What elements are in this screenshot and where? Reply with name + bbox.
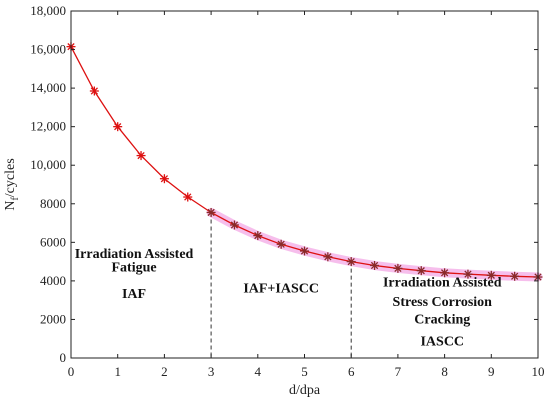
y-tick-label: 16,000 <box>30 42 66 57</box>
data-point <box>183 192 193 202</box>
x-tick-label: 1 <box>114 364 121 379</box>
data-point-stroke <box>487 271 495 279</box>
data-point <box>440 268 450 278</box>
region-label-3: Irradiation Assisted <box>383 276 502 291</box>
x-tick-label: 6 <box>348 364 355 379</box>
y-tick-label: 14,000 <box>30 80 66 95</box>
data-point-stroke <box>440 269 449 277</box>
y-tick-label: 10,000 <box>30 157 66 172</box>
x-tick-label: 8 <box>441 364 448 379</box>
data-point-stroke <box>347 257 355 266</box>
data-point-stroke <box>324 253 332 261</box>
data-point-stroke <box>370 261 379 270</box>
region-label-3: Cracking <box>414 312 470 327</box>
x-tick-label: 0 <box>68 364 75 379</box>
y-tick-label: 12,000 <box>30 119 66 134</box>
region-label-1: IAF <box>122 287 146 302</box>
region-dividers <box>210 212 352 358</box>
x-tick-label: 5 <box>301 364 308 379</box>
data-point-stroke <box>300 247 309 255</box>
data-point <box>276 239 286 249</box>
series-markers <box>66 42 543 282</box>
region-label-3: Stress Corrosion <box>393 295 493 310</box>
y-axis-label: Nf/cycles <box>3 158 21 210</box>
data-point-stroke <box>90 87 98 95</box>
x-tick-label: 3 <box>208 364 215 379</box>
region-label-3: IASCC <box>420 334 464 349</box>
data-point <box>346 257 356 267</box>
data-point-stroke <box>184 193 192 201</box>
data-point <box>253 231 263 241</box>
data-point-stroke <box>160 175 169 183</box>
data-point-stroke <box>277 240 285 248</box>
series-path <box>70 46 539 278</box>
data-point <box>370 260 380 270</box>
y-axis-label-subscript: f <box>10 197 21 201</box>
x-tick-label: 4 <box>255 364 262 379</box>
y-tick-label: 8000 <box>40 196 66 211</box>
data-point <box>229 220 239 230</box>
region-label-1: Fatigue <box>111 260 156 275</box>
data-point-stroke <box>207 208 215 217</box>
data-point-stroke <box>137 151 145 160</box>
data-point <box>510 271 520 281</box>
data-point <box>136 151 146 161</box>
y-tick-label: 0 <box>60 350 67 365</box>
axis-ticks: 0 1 2 3 4 5 6 7 8 9 10 0 2000 4000 6000 8000 10,000 12,00… <box>30 3 544 379</box>
data-point <box>323 252 333 262</box>
x-tick-label: 10 <box>532 364 545 379</box>
y-axis-label-main: N <box>3 201 18 211</box>
data-point-stroke <box>394 264 402 272</box>
y-axis-label-rest: /cycles <box>3 158 18 197</box>
data-point <box>463 269 473 279</box>
data-point <box>159 174 169 184</box>
data-point-stroke <box>417 267 425 275</box>
region-label-2: IAF+IASCC <box>243 281 319 296</box>
data-point-stroke <box>464 270 472 278</box>
x-tick-label: 2 <box>161 364 168 379</box>
x-tick-label: 7 <box>395 364 402 379</box>
data-point <box>89 86 99 96</box>
data-point <box>113 122 123 132</box>
data-point-stroke <box>114 123 122 131</box>
data-point-stroke <box>254 231 262 240</box>
data-point <box>393 263 403 273</box>
y-tick-label: 2000 <box>40 311 66 326</box>
data-point-stroke <box>230 221 239 229</box>
data-point-stroke <box>511 272 519 280</box>
data-point <box>300 246 309 256</box>
y-tick-label: 4000 <box>40 273 66 288</box>
region-label-1: Irradiation Assisted <box>75 247 194 262</box>
y-tick-label: 18,000 <box>30 3 66 18</box>
data-point <box>206 207 216 217</box>
series-line <box>70 46 539 278</box>
y-tick-label: 6000 <box>40 234 66 249</box>
data-point <box>486 270 496 280</box>
data-point <box>416 266 426 276</box>
x-tick-label: 9 <box>488 364 495 379</box>
x-axis-label: d/dpa <box>289 383 321 398</box>
